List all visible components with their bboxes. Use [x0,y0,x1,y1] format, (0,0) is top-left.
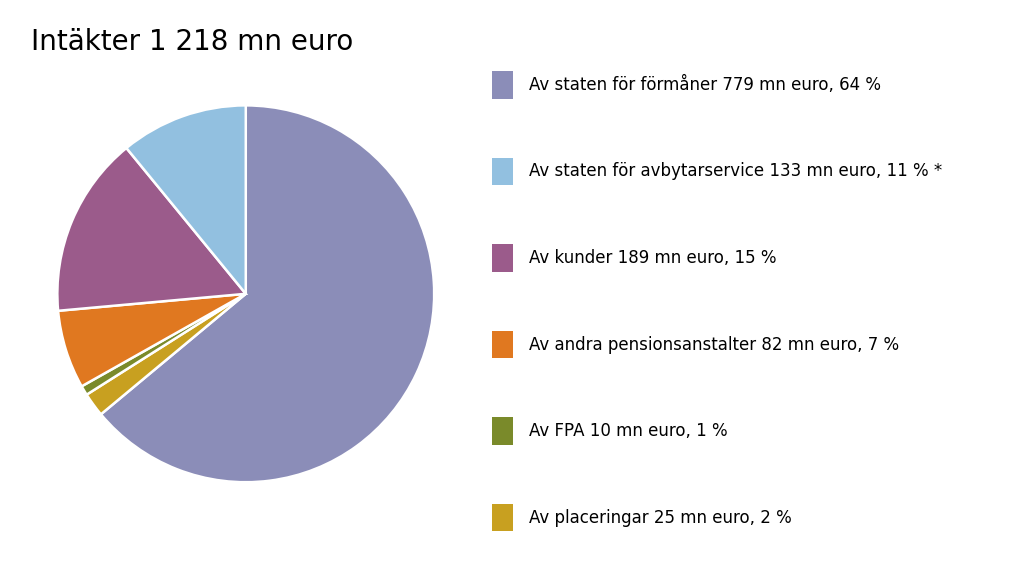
Text: Intäkter 1 218 mn euro: Intäkter 1 218 mn euro [31,28,353,56]
Wedge shape [82,294,246,395]
Wedge shape [126,106,246,294]
Wedge shape [58,294,246,386]
Text: Av staten för förmåner 779 mn euro, 64 %: Av staten för förmåner 779 mn euro, 64 % [529,76,882,94]
Bar [493,504,513,531]
Text: Av andra pensionsanstalter 82 mn euro, 7 %: Av andra pensionsanstalter 82 mn euro, 7… [529,336,899,354]
Bar [493,331,513,358]
Wedge shape [101,106,434,482]
Text: Av placeringar 25 mn euro, 2 %: Av placeringar 25 mn euro, 2 % [529,508,792,527]
Wedge shape [57,148,246,311]
Bar [493,418,513,445]
Text: Av staten för avbytarservice 133 mn euro, 11 % *: Av staten för avbytarservice 133 mn euro… [529,163,942,180]
Text: Av FPA 10 mn euro, 1 %: Av FPA 10 mn euro, 1 % [529,422,728,440]
Text: Av kunder 189 mn euro, 15 %: Av kunder 189 mn euro, 15 % [529,249,777,267]
Bar [493,158,513,185]
Bar [493,71,513,99]
Bar [493,244,513,272]
Wedge shape [87,294,246,414]
